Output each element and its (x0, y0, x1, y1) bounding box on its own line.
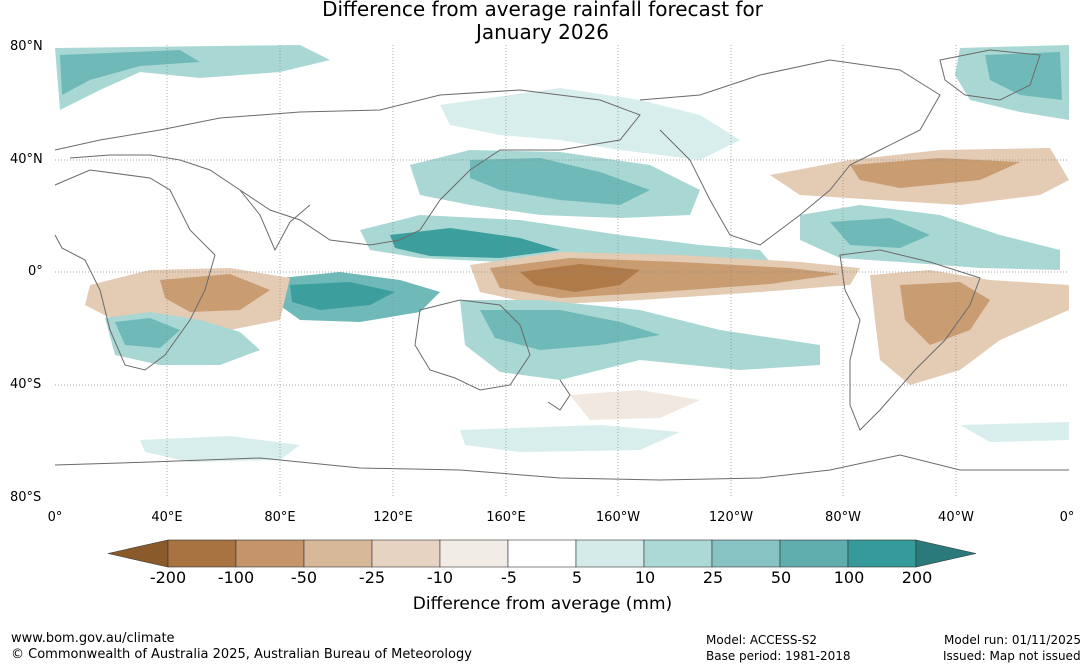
colorbar-swatch (235, 539, 305, 568)
colorbar-tick-label: 10 (634, 568, 656, 587)
colorbar-tick-label: -50 (290, 568, 318, 587)
colorbar (107, 539, 977, 568)
colorbar-swatch (575, 539, 645, 568)
colorbar-swatch (507, 539, 577, 568)
colorbar-tick-label: 200 (901, 568, 933, 587)
lon-label: 160°E (486, 510, 526, 525)
map-title-line1: Difference from average rainfall forecas… (322, 0, 763, 21)
dry-region-central-pacific-core (520, 264, 640, 292)
lon-label: 40°W (938, 510, 974, 525)
wet-region-caribbean-core (830, 218, 930, 248)
lat-label: 40°N (10, 152, 43, 167)
coastline-india (239, 189, 311, 252)
wet-region-greenland-inner (985, 52, 1062, 100)
colorbar-title: Difference from average (mm) (412, 594, 673, 614)
dry-region-southern-ocean (570, 390, 700, 420)
colorbar-tick-label: -25 (358, 568, 386, 587)
lon-label: 120°W (708, 510, 754, 525)
map-title-line2: January 2026 (475, 20, 610, 44)
coastline-eurasia (54, 89, 641, 246)
footer-issued: Issued: Map not issued (943, 649, 1081, 663)
colorbar-arrow-right (915, 539, 977, 568)
colorbar-swatch (167, 539, 237, 568)
colorbar-arrow-left (107, 539, 169, 568)
colorbar-swatch (711, 539, 781, 568)
lon-label: 80°E (264, 510, 296, 525)
coastline-new-zealand (547, 379, 571, 411)
colorbar-swatch (643, 539, 713, 568)
coastline-africa (54, 169, 216, 371)
colorbar-tick-label: -200 (149, 568, 187, 587)
coastlines (54, 49, 1069, 481)
lon-label: 160°W (595, 510, 641, 525)
lon-label: 0° (1059, 510, 1075, 525)
wet-region-southern-ocean-1 (140, 436, 300, 462)
footer-model-run: Model run: 01/11/2025 (944, 633, 1082, 647)
dry-region-north-atlantic-core (850, 158, 1020, 188)
colorbar-tick-label: -5 (501, 568, 517, 587)
lon-label: 40°E (151, 510, 183, 525)
lat-label: 0° (28, 264, 43, 279)
lon-label: 120°E (373, 510, 413, 525)
dry-region-west-indian-core (160, 274, 270, 312)
lon-label: 80°W (825, 510, 861, 525)
footer-website: www.bom.gov.au/climate (11, 631, 175, 646)
colorbar-tick-label: 5 (571, 568, 583, 587)
colorbar-swatch (371, 539, 441, 568)
anomaly-fields (55, 45, 1069, 462)
colorbar-swatch (303, 539, 373, 568)
colorbar-swatch (847, 539, 917, 568)
wet-region-nw-pacific-core (470, 158, 650, 205)
colorbar-swatch (779, 539, 849, 568)
coastline-australia (414, 299, 531, 391)
wet-region-arctic-west-inner (60, 50, 200, 95)
wet-region-southern-ocean-2 (460, 425, 680, 452)
footer-base-period: Base period: 1981-2018 (706, 649, 851, 663)
coastline-greenland (939, 49, 1041, 101)
coastline-antarctica (54, 454, 1069, 481)
wet-region-east-indian-core (290, 282, 395, 310)
colorbar-tick-label: -10 (426, 568, 454, 587)
colorbar-tick-label: -100 (217, 568, 255, 587)
wet-region-west-pacific-core (390, 228, 560, 258)
colorbar-swatch (439, 539, 509, 568)
wet-region-caribbean (800, 205, 1060, 270)
wet-region-north-pacific (440, 88, 740, 160)
graticule (55, 45, 1069, 498)
lon-label: 0° (47, 510, 63, 525)
wet-region-south-africa-core (115, 318, 180, 348)
footer-copyright: © Commonwealth of Australia 2025, Austra… (11, 647, 472, 662)
coastline-north-america (639, 59, 941, 246)
footer-model: Model: ACCESS-S2 (706, 633, 818, 647)
colorbar-tick-label: 100 (833, 568, 865, 587)
wet-region-southern-ocean-3 (960, 422, 1069, 442)
colorbar-tick-label: 50 (770, 568, 792, 587)
lat-label: 80°S (10, 490, 42, 505)
dry-region-south-america-core (900, 282, 990, 345)
coastline-south-america (839, 249, 981, 431)
colorbar-tick-label: 25 (702, 568, 724, 587)
lat-label: 80°N (10, 39, 43, 54)
lat-label: 40°S (10, 377, 42, 392)
